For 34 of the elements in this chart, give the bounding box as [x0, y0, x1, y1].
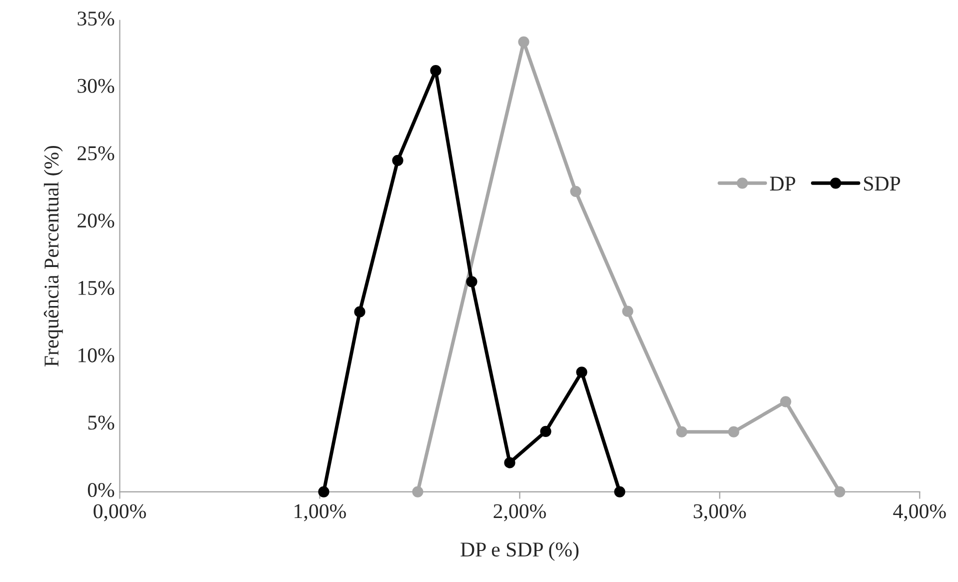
y-tick-label: 30%	[78, 78, 114, 93]
point	[676, 426, 688, 438]
point	[570, 186, 582, 197]
point	[318, 486, 330, 498]
y-tick-label: 0%	[88, 482, 114, 498]
x-tick-label: 1,00%	[294, 504, 346, 522]
x-axis-title: DP e SDP (%)	[460, 542, 578, 561]
point	[504, 457, 516, 468]
y-tick-label: 10%	[78, 348, 114, 362]
x-tick-label: 0,00%	[94, 504, 146, 522]
x-tick-label: 3,00%	[694, 504, 746, 522]
y-tick-label: 15%	[78, 280, 114, 296]
point	[354, 306, 366, 318]
y-tick-label: 20%	[78, 214, 114, 228]
legend-label: SDP	[864, 176, 900, 191]
y-tick-label: 35%	[78, 12, 114, 26]
point	[780, 396, 792, 408]
point	[622, 306, 634, 317]
point	[540, 426, 552, 438]
y-axis-title: Frequência Percentual (%)	[44, 146, 63, 367]
point	[518, 36, 530, 48]
point	[834, 486, 846, 498]
point	[430, 65, 442, 76]
legend-label: DP	[770, 176, 796, 190]
y-tick-label: 5%	[88, 416, 114, 430]
point	[576, 366, 588, 378]
point	[728, 426, 740, 438]
point	[466, 276, 478, 288]
point	[412, 486, 424, 498]
point	[614, 486, 626, 498]
x-tick-label: 2,00%	[494, 504, 546, 522]
y-tick-label: 25%	[78, 146, 114, 160]
point	[392, 154, 404, 166]
x-tick-label: 4,00%	[893, 504, 946, 522]
